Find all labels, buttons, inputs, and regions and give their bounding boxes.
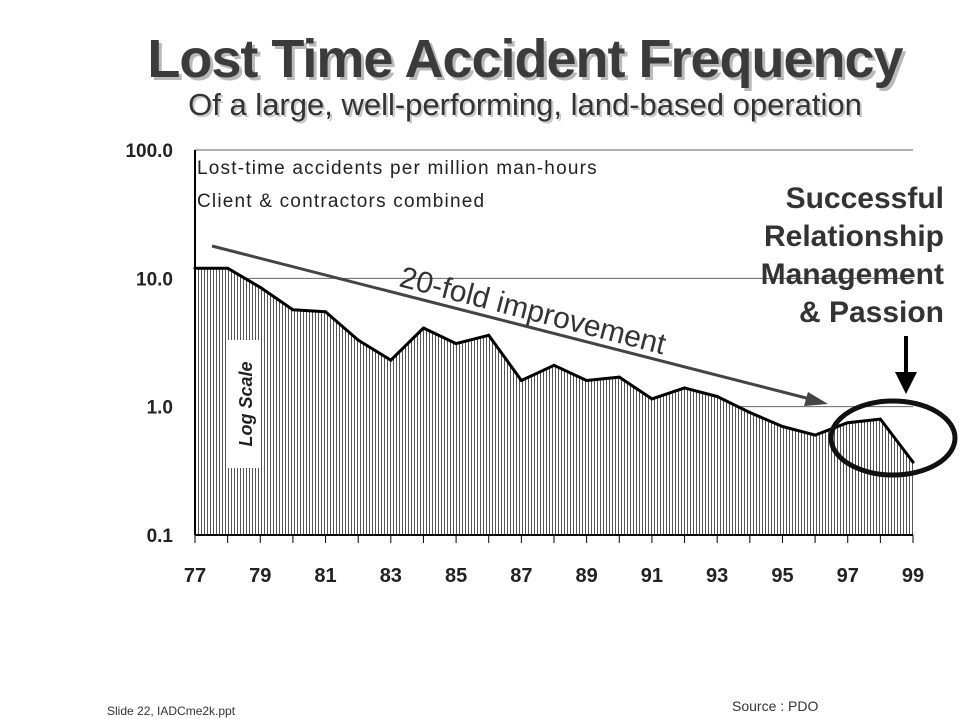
data-point-98 <box>878 417 882 421</box>
x-tick-label: 81 <box>314 565 336 587</box>
data-point-84 <box>422 326 425 330</box>
x-tick-label: 89 <box>576 565 598 587</box>
data-point-95 <box>781 425 784 428</box>
x-tick-label: 87 <box>510 565 532 587</box>
y-tick-labels: 100.0 10.0 1.0 0.1 <box>125 141 173 547</box>
data-point-79 <box>258 285 262 289</box>
source-label: Source : PDO <box>732 698 819 714</box>
y-tick-label: 100.0 <box>125 141 173 162</box>
data-point-88 <box>552 363 556 367</box>
x-tick-label: 93 <box>706 565 728 587</box>
chart-note-line: Client & contractors combined <box>197 191 485 212</box>
y-axis-label: Log Scale <box>236 361 256 446</box>
callout-arrow-head <box>895 372 917 394</box>
x-tick-label: 95 <box>771 565 793 587</box>
x-tick-label: 97 <box>837 565 859 587</box>
data-point-93 <box>715 395 719 398</box>
data-point-89 <box>585 379 589 382</box>
x-tick-label: 85 <box>445 565 467 587</box>
area-fill <box>195 268 913 535</box>
y-tick-label: 10.0 <box>136 269 173 290</box>
highlight-ellipse <box>828 398 958 478</box>
data-point-96 <box>813 433 817 437</box>
callout-line: Relationship <box>764 220 944 253</box>
data-point-97 <box>846 421 850 425</box>
callout-line: Management <box>761 258 944 291</box>
axes <box>194 150 914 543</box>
data-point-85 <box>454 342 458 346</box>
slide-subtitle: Of a large, well-performing, land-based … <box>188 87 862 122</box>
data-point-94 <box>748 411 752 414</box>
x-tick-label: 83 <box>380 565 402 587</box>
data-point-90 <box>617 375 621 379</box>
log-scale-box <box>228 340 260 468</box>
trend-arrow-head <box>804 392 828 406</box>
x-tick-label: 99 <box>902 565 924 587</box>
callout-line: Successful <box>786 182 944 215</box>
data-point-78 <box>226 266 230 270</box>
data-point-82 <box>356 338 360 342</box>
chart-note-line: Lost-time accidents per million man-hour… <box>197 158 598 179</box>
data-point-87 <box>519 379 523 382</box>
data-point-86 <box>487 333 491 337</box>
data-point-80 <box>291 308 295 312</box>
chart-notes: Lost-time accidents per million man-hour… <box>197 158 598 468</box>
x-tick-label: 91 <box>641 565 663 587</box>
x-tick-labels: 77 79 81 83 85 87 89 91 93 95 97 99 <box>184 565 924 587</box>
data-point-92 <box>683 386 686 390</box>
callout-line: & Passion <box>799 296 944 329</box>
y-tick-label: 1.0 <box>147 398 173 419</box>
data-point-91 <box>650 397 654 401</box>
x-tick-label: 79 <box>249 565 271 587</box>
x-tick-label: 77 <box>184 565 206 587</box>
slide-title: Lost Time Accident Frequency <box>147 29 903 89</box>
data-point-99 <box>911 460 915 464</box>
y-tick-label: 0.1 <box>147 526 174 547</box>
data-point-83 <box>389 358 393 362</box>
trend-arrow-line <box>211 244 815 402</box>
slide-footer-left: Slide 22, IADCme2k.ppt <box>107 704 236 718</box>
data-point-81 <box>324 310 327 314</box>
